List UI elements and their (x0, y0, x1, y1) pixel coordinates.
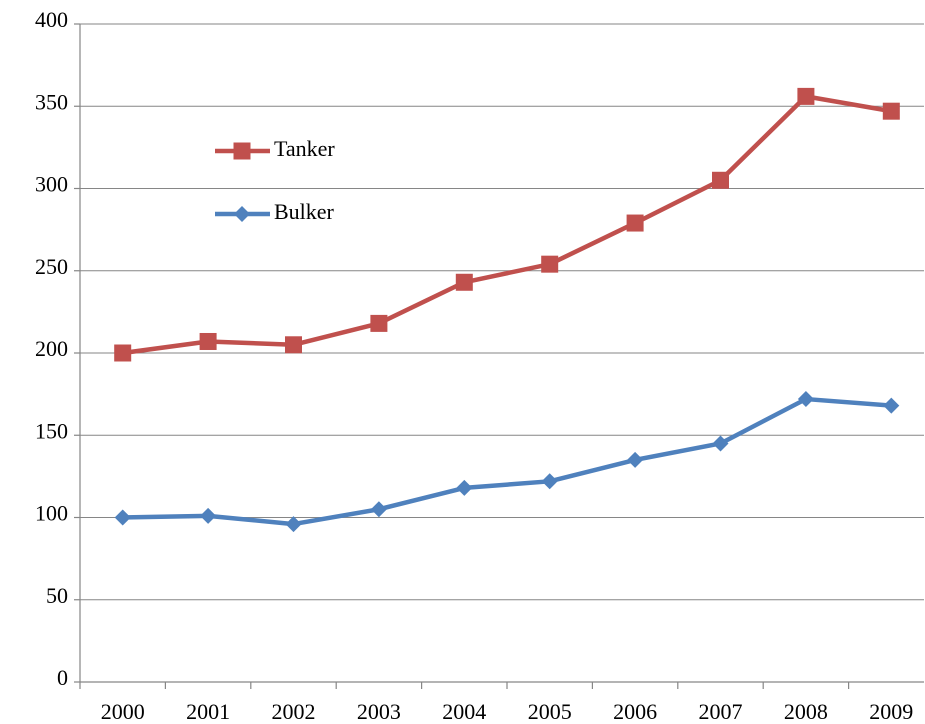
data-point (114, 509, 131, 526)
x-tick-label: 2005 (528, 699, 572, 724)
data-point (370, 501, 387, 518)
x-tick-label: 2001 (186, 699, 230, 724)
data-point (285, 516, 302, 533)
y-tick-label: 250 (35, 254, 68, 279)
y-tick-label: 0 (57, 665, 68, 690)
data-point (285, 336, 302, 354)
data-point (797, 391, 814, 408)
series-line (122, 94, 892, 356)
y-tick-label: 200 (35, 336, 68, 361)
x-tick-label: 2002 (272, 699, 316, 724)
data-point (456, 479, 473, 496)
data-point (627, 451, 644, 468)
data-point (883, 397, 900, 414)
data-point (541, 473, 558, 490)
data-point (712, 171, 729, 189)
data-point (199, 332, 217, 350)
data-point (882, 102, 900, 120)
x-tick-label: 2007 (699, 699, 743, 724)
data-point (200, 507, 217, 524)
x-tick-label: 2000 (101, 699, 145, 724)
y-tick-label: 50 (46, 583, 68, 608)
legend-label: Bulker (274, 199, 335, 224)
y-tick-label: 300 (35, 172, 68, 197)
data-point (797, 87, 815, 105)
legend-marker (233, 142, 251, 160)
y-tick-label: 350 (35, 89, 68, 114)
data-point (114, 344, 132, 362)
y-tick-label: 150 (35, 418, 68, 443)
legend-label: Tanker (274, 136, 335, 161)
data-point (712, 435, 729, 452)
legend-marker (234, 206, 250, 222)
data-point (541, 255, 559, 273)
x-tick-label: 2004 (442, 699, 486, 724)
x-tick-label: 2009 (869, 699, 913, 724)
x-tick-label: 2003 (357, 699, 401, 724)
data-point (455, 273, 473, 291)
y-tick-label: 100 (35, 501, 68, 526)
data-point (370, 314, 388, 332)
data-point (626, 214, 644, 232)
series-line (122, 396, 892, 527)
y-tick-label: 400 (35, 7, 68, 32)
x-tick-label: 2006 (613, 699, 657, 724)
x-tick-label: 2008 (784, 699, 828, 724)
